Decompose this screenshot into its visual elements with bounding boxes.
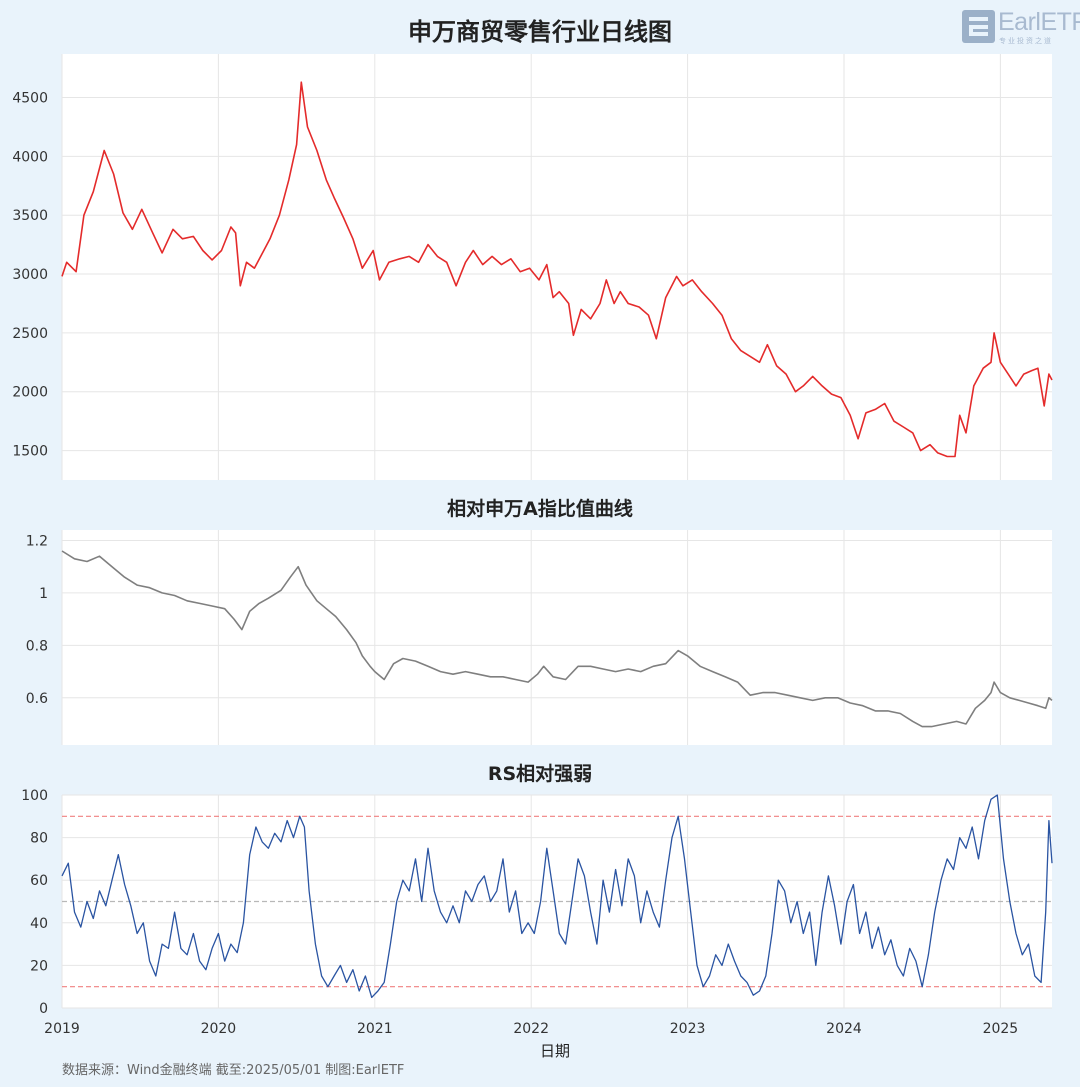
- price-plot-area: [62, 54, 1052, 480]
- price-ytick-label: 1500: [12, 444, 48, 460]
- ratio-panel-title: 相对申万A指比值曲线: [447, 498, 633, 520]
- ratio-series-line: [61, 550, 1053, 728]
- x-axis-label: 日期: [539, 1042, 570, 1060]
- rs-ytick-label: 0: [39, 1001, 48, 1017]
- price-ytick-label: 4500: [12, 91, 48, 107]
- source-note: 数据来源：Wind金融终端 截至:2025/05/01 制图:EarlETF: [62, 1063, 405, 1078]
- logo-subtext: 专业投资之道: [999, 37, 1053, 45]
- xtick-label: 2019: [44, 1021, 80, 1037]
- rs-ytick-label: 100: [21, 788, 48, 804]
- logo: EarlETF 专业投资之道: [962, 8, 1080, 45]
- chart-title: 申万商贸零售行业日线图: [408, 18, 672, 46]
- xtick-label: 2020: [201, 1021, 237, 1037]
- rs-panel-title: RS相对强弱: [487, 763, 593, 785]
- xtick-label: 2021: [357, 1021, 393, 1037]
- logo-text: EarlETF: [998, 8, 1080, 36]
- ratio-ytick-label: 1: [39, 586, 48, 602]
- rs-ytick-label: 60: [30, 873, 48, 889]
- xtick-label: 2025: [983, 1021, 1019, 1037]
- xtick-label: 2023: [670, 1021, 706, 1037]
- price-ytick-label: 4000: [12, 149, 48, 165]
- ratio-ytick-label: 0.8: [26, 638, 48, 654]
- price-ytick-label: 2000: [12, 385, 48, 401]
- rs-ytick-label: 20: [30, 958, 48, 974]
- price-ytick-label: 3500: [12, 208, 48, 224]
- ratio-ytick-label: 1.2: [26, 533, 48, 549]
- price-ytick-label: 2500: [12, 326, 48, 342]
- rs-ytick-label: 40: [30, 916, 48, 932]
- xtick-label: 2022: [513, 1021, 549, 1037]
- price-ytick-label: 3000: [12, 267, 48, 283]
- rs-ytick-label: 80: [30, 831, 48, 847]
- price-series-line: [61, 81, 1053, 458]
- ratio-ytick-label: 0.6: [26, 691, 48, 707]
- logo-icon: [962, 10, 995, 43]
- xtick-label: 2024: [826, 1021, 862, 1037]
- rs-series-line: [61, 794, 1053, 999]
- ratio-plot-area: [62, 530, 1052, 745]
